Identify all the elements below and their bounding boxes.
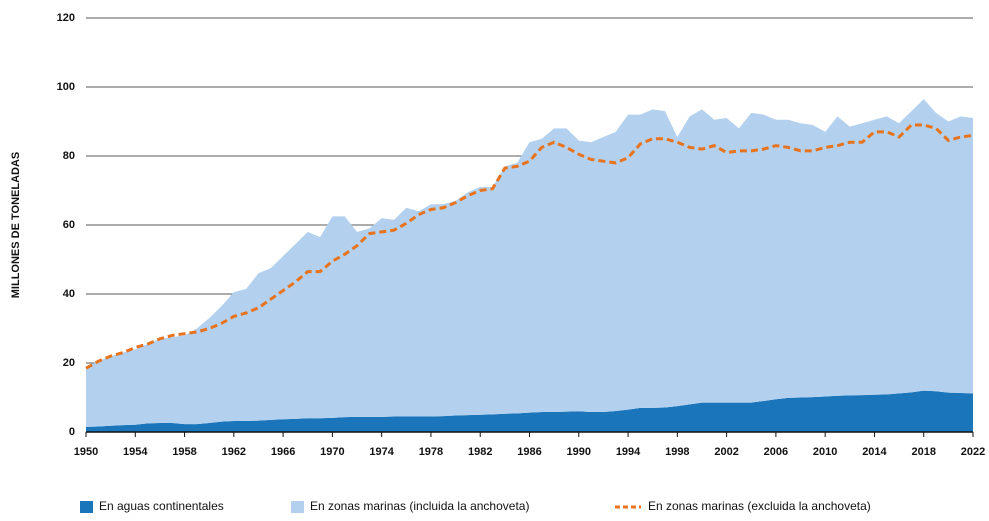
x-tick-label: 2006	[764, 446, 788, 458]
x-tick-label: 1982	[468, 446, 492, 458]
x-tick-label: 1962	[222, 446, 246, 458]
x-tick-label: 1990	[567, 446, 591, 458]
x-tick-label: 1958	[172, 446, 196, 458]
legend-swatch	[80, 501, 93, 513]
y-tick-label: 60	[63, 219, 75, 231]
y-tick-label: 120	[57, 12, 75, 24]
x-tick-label: 1978	[419, 446, 443, 458]
x-tick-label: 1986	[517, 446, 541, 458]
x-tick-label: 1998	[665, 446, 689, 458]
legend-swatch	[291, 501, 304, 513]
x-tick-label: 2002	[714, 446, 738, 458]
y-axis-label: MILLONES DE TONELADAS	[10, 152, 22, 298]
x-tick-label: 2010	[813, 446, 837, 458]
x-tick-label: 1994	[616, 446, 641, 458]
x-tick-label: 2014	[862, 446, 887, 458]
x-tick-label: 2022	[961, 446, 985, 458]
y-tick-label: 40	[63, 288, 75, 300]
y-tick-label: 100	[57, 81, 75, 93]
y-tick-label: 0	[69, 426, 75, 438]
y-tick-label: 20	[63, 357, 75, 369]
legend-label: En aguas continentales	[99, 499, 224, 513]
line	[85, 123, 974, 370]
area	[86, 99, 973, 427]
x-tick-label: 1954	[123, 446, 148, 458]
x-tick-label: 1970	[320, 446, 344, 458]
x-tick-label: 1966	[271, 446, 295, 458]
x-tick-label: 1974	[369, 446, 394, 458]
x-tick-label: 1950	[74, 446, 98, 458]
legend-label: En zonas marinas (excluida la anchoveta)	[648, 499, 871, 513]
area	[86, 390, 973, 432]
x-tick-label: 2018	[911, 446, 935, 458]
legend-label: En zonas marinas (incluida la anchoveta)	[310, 499, 529, 513]
y-tick-label: 80	[63, 150, 75, 162]
